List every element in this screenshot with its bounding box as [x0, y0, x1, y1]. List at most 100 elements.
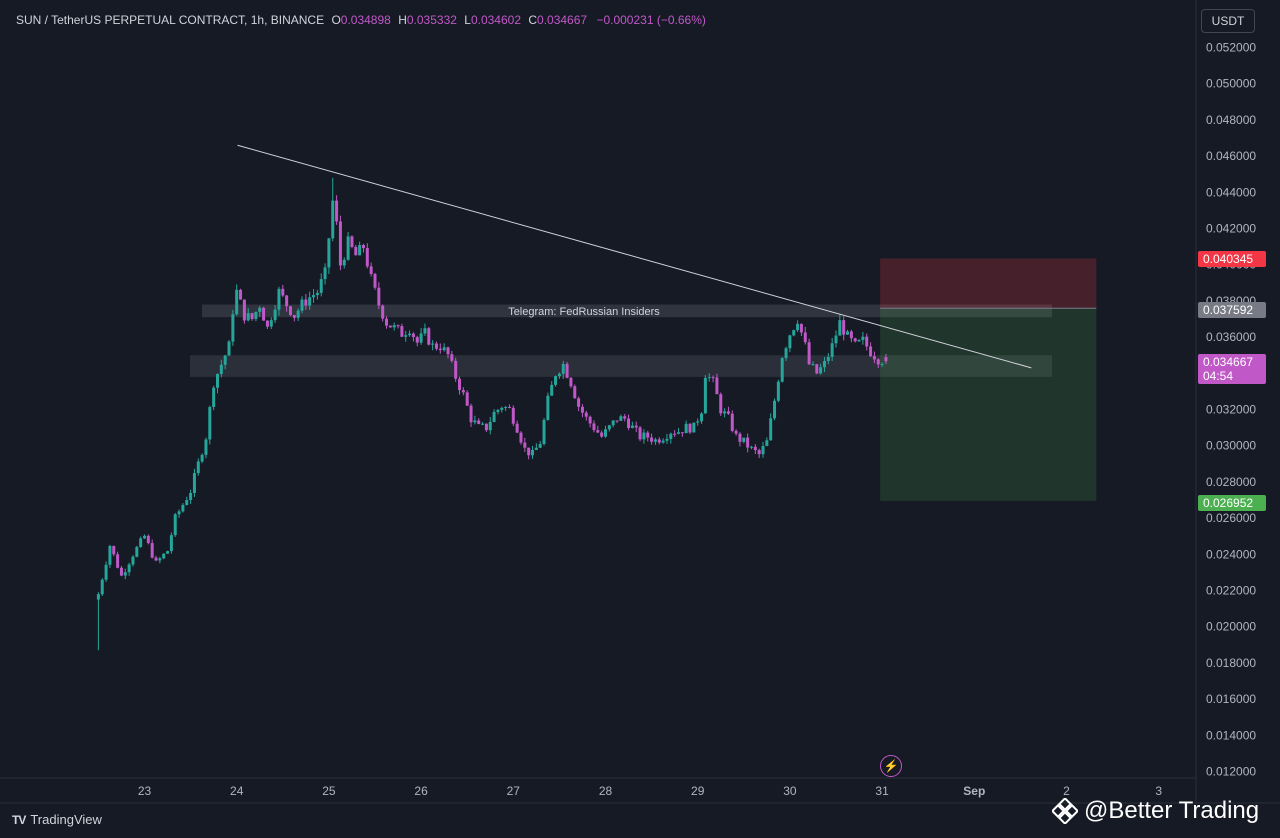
support-zone — [190, 355, 1052, 377]
candle-body — [853, 338, 857, 342]
candle-body — [365, 248, 369, 267]
candle-body — [838, 320, 842, 336]
candle-body — [212, 387, 216, 408]
watermark: @Better Trading — [1052, 797, 1259, 825]
candle-body — [423, 328, 427, 334]
bar-countdown: 04:54 — [1203, 369, 1234, 383]
candle-body — [104, 564, 108, 580]
candle-body — [730, 413, 734, 431]
candle-body — [269, 320, 273, 327]
candle-body — [396, 325, 400, 327]
take-profit-zone — [880, 308, 1097, 501]
candle-body — [765, 440, 769, 446]
candle-body — [350, 236, 354, 247]
candle-body — [803, 332, 807, 343]
candle-body — [669, 433, 673, 439]
candle-body — [404, 335, 408, 337]
candle-body — [607, 425, 611, 430]
candle-body — [196, 461, 200, 474]
candle-body — [769, 418, 773, 441]
candle-body — [358, 245, 362, 256]
candle-body — [166, 551, 170, 554]
candle-body — [427, 328, 431, 345]
y-tick-label: 0.016000 — [1206, 692, 1256, 706]
high-label: H — [398, 13, 407, 27]
y-tick-label: 0.024000 — [1206, 547, 1256, 561]
candle-body — [776, 381, 780, 401]
x-tick-label: 27 — [507, 784, 521, 798]
candle-body — [296, 310, 300, 318]
y-tick-label: 0.012000 — [1206, 765, 1256, 779]
candle-body — [538, 443, 542, 448]
candle-body — [550, 384, 554, 396]
candle-body — [369, 266, 373, 274]
candle-body — [415, 337, 419, 343]
candle-body — [577, 398, 581, 407]
candle-body — [557, 373, 561, 377]
candle-body — [596, 430, 600, 433]
chart-annotations: Telegram: FedRussian Insiders — [190, 258, 1097, 501]
candle-body — [112, 545, 116, 555]
candle-body — [200, 454, 204, 462]
candle-body — [861, 336, 865, 340]
candle-body — [308, 297, 312, 306]
candle-body — [642, 432, 646, 440]
candle-body — [277, 288, 281, 310]
x-tick-label: Sep — [963, 784, 985, 798]
candle-body — [265, 320, 269, 327]
candle-body — [876, 359, 880, 365]
candle-body — [146, 535, 150, 544]
candle-body — [726, 411, 730, 414]
candle-body — [561, 363, 565, 374]
close-value: 0.034667 — [537, 13, 588, 27]
tradingview-branding: TV TradingView — [12, 812, 102, 827]
zone-label: Telegram: FedRussian Insiders — [508, 306, 660, 318]
candle-body — [703, 377, 707, 414]
candle-body — [665, 438, 669, 441]
candle-body — [761, 445, 765, 455]
candle-body — [292, 315, 296, 318]
candle-body — [573, 386, 577, 399]
candle-body — [527, 447, 531, 456]
watermark-text: @Better Trading — [1084, 797, 1260, 824]
candle-body — [815, 364, 819, 374]
candle-body — [884, 357, 888, 362]
candle-body — [676, 432, 680, 434]
candle-body — [381, 305, 385, 319]
candle-body — [419, 333, 423, 343]
candle-body — [842, 320, 846, 335]
lightning-icon[interactable]: ⚡ — [880, 755, 902, 777]
candle-body — [162, 553, 166, 559]
candle-body — [143, 535, 146, 539]
candle-body — [757, 450, 761, 455]
candle-body — [108, 545, 112, 565]
candle-body — [288, 306, 292, 316]
candle-body — [116, 554, 120, 568]
candle-body — [869, 346, 873, 357]
low-label: L — [464, 13, 471, 27]
candle-body — [442, 347, 446, 351]
candle-body — [465, 392, 469, 406]
chart-grid — [0, 0, 1280, 804]
candle-body — [773, 400, 777, 419]
candle-body — [515, 423, 519, 433]
candle-body — [400, 326, 404, 337]
candle-body — [169, 535, 173, 552]
candle-body — [780, 358, 784, 382]
candle-body — [231, 314, 235, 342]
candle-body — [450, 354, 454, 361]
candle-body — [189, 493, 193, 501]
x-tick-label: 29 — [691, 784, 705, 798]
low-value: 0.034602 — [470, 13, 522, 27]
candlestick-series — [96, 144, 1032, 651]
currency-button[interactable]: USDT — [1201, 9, 1255, 33]
candle-body — [139, 538, 143, 547]
candle-body — [634, 425, 638, 428]
y-tick-label: 0.014000 — [1206, 728, 1256, 742]
candle-body — [335, 200, 339, 222]
x-tick-label: 24 — [230, 784, 244, 798]
candle-body — [723, 411, 727, 414]
candle-body — [534, 447, 538, 450]
candle-body — [411, 333, 415, 338]
